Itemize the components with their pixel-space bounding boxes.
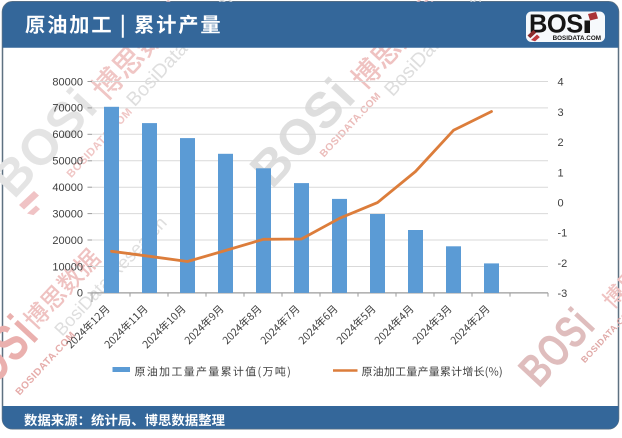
svg-text:-3: -3 bbox=[558, 288, 568, 300]
svg-text:30000: 30000 bbox=[52, 208, 83, 220]
svg-text:20000: 20000 bbox=[52, 235, 83, 247]
svg-text:0: 0 bbox=[558, 198, 564, 210]
svg-text:80000: 80000 bbox=[52, 76, 83, 88]
svg-text:60000: 60000 bbox=[52, 129, 83, 141]
svg-text:70000: 70000 bbox=[52, 103, 83, 115]
svg-text:3: 3 bbox=[558, 107, 564, 119]
svg-text:0: 0 bbox=[77, 288, 83, 300]
svg-text:BOS: BOS bbox=[529, 11, 583, 39]
svg-text:1: 1 bbox=[558, 167, 564, 179]
svg-text:50000: 50000 bbox=[52, 156, 83, 168]
svg-text:2: 2 bbox=[558, 137, 564, 149]
svg-text:10000: 10000 bbox=[52, 261, 83, 273]
svg-text:4: 4 bbox=[558, 77, 564, 89]
svg-text:-2: -2 bbox=[558, 258, 568, 270]
svg-text:40000: 40000 bbox=[52, 182, 83, 194]
svg-text:BOSIDATA.COM: BOSIDATA.COM bbox=[553, 35, 601, 42]
svg-text:-1: -1 bbox=[558, 228, 568, 240]
